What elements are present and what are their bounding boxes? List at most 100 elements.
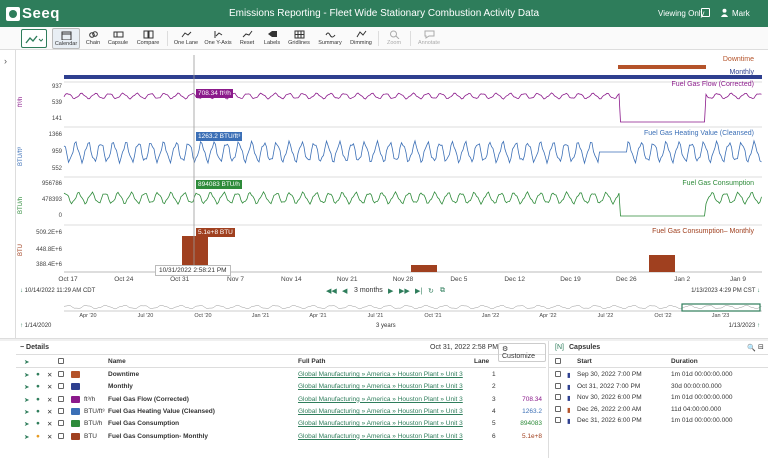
- info-icon[interactable]: ●: [36, 432, 40, 440]
- dimming-button[interactable]: Dimming: [348, 28, 374, 49]
- row-full-path[interactable]: Global Manufacturing » America » Houston…: [298, 432, 463, 440]
- investigate-duration[interactable]: 3 years: [376, 323, 396, 329]
- jump-end-icon[interactable]: ▶|: [415, 288, 423, 295]
- pin-icon[interactable]: ➤: [24, 384, 30, 392]
- link-range-icon[interactable]: ⧉: [440, 287, 445, 294]
- select-all-checkbox[interactable]: [58, 358, 64, 366]
- row-checkbox[interactable]: [58, 420, 64, 428]
- row-full-path[interactable]: Global Manufacturing » America » Houston…: [298, 371, 463, 378]
- edit-icon[interactable]: [701, 8, 710, 17]
- zoom-icon[interactable]: 🔍: [747, 345, 756, 352]
- row-name[interactable]: Fuel Gas Heating Value (Cleansed): [108, 407, 215, 415]
- user-menu[interactable]: Mark: [732, 9, 750, 18]
- remove-icon[interactable]: ✕: [47, 384, 53, 392]
- row-full-path[interactable]: Global Manufacturing » America » Houston…: [298, 420, 463, 428]
- row-full-path[interactable]: Global Manufacturing » America » Houston…: [298, 395, 463, 403]
- info-icon[interactable]: ●: [36, 420, 40, 428]
- remove-icon[interactable]: ✕: [47, 408, 53, 416]
- row-checkbox[interactable]: [58, 383, 64, 391]
- row-name[interactable]: Fuel Gas Consumption- Monthly: [108, 432, 209, 440]
- summary-button[interactable]: Summary: [316, 28, 344, 49]
- row-checkbox[interactable]: [58, 432, 64, 441]
- capsule-row[interactable]: ▮ Sep 30, 2022 7:00 PM 1m 01d 00:00:00.000: [549, 369, 768, 381]
- reset-button[interactable]: Reset: [236, 28, 258, 49]
- capsule-row[interactable]: ▮ Oct 31, 2022 7:00 PM 30d 00:00:00.000: [549, 381, 768, 393]
- info-icon[interactable]: ●: [36, 371, 40, 378]
- trend-chart[interactable]: Downtime Monthly Fuel Gas Flow (Correcte…: [16, 50, 768, 340]
- details-row[interactable]: ➤ ● ✕ BTU/h Fuel Gas Consumption Global Manuf…: [16, 418, 546, 430]
- pin-icon[interactable]: ➤: [24, 408, 30, 416]
- pin-icon[interactable]: ➤: [24, 396, 30, 404]
- details-row[interactable]: ➤ ● ✕ Downtime Global Manufacturing » Americ…: [16, 369, 546, 381]
- details-row[interactable]: ➤ ● ✕ ft³/h Fuel Gas Flow (Corrected) Global …: [16, 394, 546, 406]
- investigate-range-start[interactable]: ↑ 1/14/2020: [20, 323, 52, 329]
- row-full-path[interactable]: Global Manufacturing » America » Houston…: [298, 383, 463, 391]
- row-name[interactable]: Downtime: [108, 371, 140, 378]
- zoom-button[interactable]: Zoom: [383, 28, 405, 49]
- remove-icon[interactable]: ✕: [47, 433, 53, 441]
- customize-button[interactable]: ⚙ Customize: [498, 343, 546, 362]
- row-name[interactable]: Fuel Gas Consumption: [108, 420, 180, 428]
- column-start[interactable]: Start: [577, 358, 592, 365]
- info-icon[interactable]: ●: [36, 383, 40, 391]
- labels-button[interactable]: Labels: [260, 28, 284, 49]
- consumption-series[interactable]: [63, 190, 762, 217]
- capsule-checkbox[interactable]: [555, 371, 561, 379]
- user-icon[interactable]: [720, 8, 729, 17]
- annotate-button[interactable]: Annotate: [415, 28, 443, 49]
- trend-view-selector[interactable]: [21, 29, 47, 48]
- row-checkbox[interactable]: [58, 371, 64, 379]
- one-y-axis-button[interactable]: One Y-Axis: [203, 28, 233, 49]
- compare-button[interactable]: Compare: [134, 28, 162, 49]
- calendar-button[interactable]: Calendar: [52, 28, 80, 49]
- step-forward-icon[interactable]: ▶: [388, 288, 394, 295]
- info-icon[interactable]: ●: [36, 407, 40, 415]
- duration-selector[interactable]: 3 months: [354, 287, 383, 294]
- remove-icon[interactable]: ✕: [47, 421, 53, 429]
- display-range-start[interactable]: ↓ 10/14/2022 11:29 AM CDT: [20, 288, 96, 294]
- column-duration[interactable]: Duration: [671, 358, 698, 365]
- refresh-icon[interactable]: ↻: [428, 288, 434, 295]
- step-back-icon[interactable]: ◀: [342, 288, 348, 295]
- downtime-capsule-bar[interactable]: [618, 65, 706, 69]
- step-back-double-icon[interactable]: ◀◀: [326, 288, 337, 295]
- column-full-path[interactable]: Full Path: [298, 358, 326, 365]
- capsule-row[interactable]: ▮ Nov 30, 2022 6:00 PM 1m 01d 00:00:00.000: [549, 392, 768, 404]
- gridlines-button[interactable]: Gridlines: [286, 28, 312, 49]
- pin-icon[interactable]: ➤: [24, 433, 30, 441]
- pin-icon[interactable]: ➤: [24, 421, 30, 429]
- info-icon[interactable]: ●: [36, 395, 40, 403]
- row-checkbox[interactable]: [58, 395, 64, 404]
- details-title[interactable]: − Details: [20, 344, 50, 351]
- overview-selection[interactable]: [681, 303, 761, 312]
- details-row[interactable]: ➤ ● ✕ BTU/ft³ Fuel Gas Heating Value (Cleans…: [16, 406, 546, 418]
- column-lane[interactable]: Lane: [474, 358, 490, 365]
- details-row[interactable]: ➤ ● ✕ Monthly Global Manufacturing » America…: [16, 381, 546, 393]
- select-all-capsules[interactable]: [555, 358, 561, 366]
- capsule-button[interactable]: Capsule: [106, 28, 130, 49]
- row-full-path[interactable]: Global Manufacturing » America » Houston…: [298, 407, 463, 415]
- heating-value-series[interactable]: [63, 139, 762, 165]
- panel-resizer[interactable]: [0, 338, 768, 341]
- remove-icon[interactable]: ✕: [47, 396, 53, 404]
- row-name[interactable]: Fuel Gas Flow (Corrected): [108, 395, 189, 403]
- fuel-gas-flow-series[interactable]: [63, 92, 762, 123]
- row-checkbox[interactable]: [58, 407, 64, 416]
- capsule-checkbox[interactable]: [555, 405, 561, 414]
- capsule-checkbox[interactable]: [555, 382, 561, 391]
- minimize-icon[interactable]: ⊟: [758, 344, 764, 351]
- capsule-row[interactable]: ▮ Dec 31, 2022 6:00 PM 1m 01d 00:00:00.000: [549, 415, 768, 427]
- step-forward-double-icon[interactable]: ▶▶: [399, 288, 410, 295]
- remove-icon[interactable]: ✕: [47, 372, 53, 379]
- pin-icon[interactable]: ➤: [24, 372, 30, 379]
- monthly-bar-nov[interactable]: [411, 265, 437, 272]
- column-name[interactable]: Name: [108, 358, 126, 365]
- one-lane-button[interactable]: One Lane: [172, 28, 200, 49]
- row-name[interactable]: Monthly: [108, 383, 133, 391]
- seeq-logo[interactable]: Seeq: [6, 5, 66, 22]
- display-range-end[interactable]: 1/13/2023 4:29 PM CST ↓: [691, 288, 760, 294]
- details-row[interactable]: ➤ ● ✕ BTU Fuel Gas Consumption- Monthly Globa…: [16, 431, 546, 443]
- capsule-row[interactable]: ▮ Dec 26, 2022 2:00 AM 11d 04:00:00.000: [549, 404, 768, 416]
- monthly-bar-dec[interactable]: [649, 255, 675, 272]
- investigate-range-end[interactable]: 1/13/2023 ↑: [728, 323, 760, 329]
